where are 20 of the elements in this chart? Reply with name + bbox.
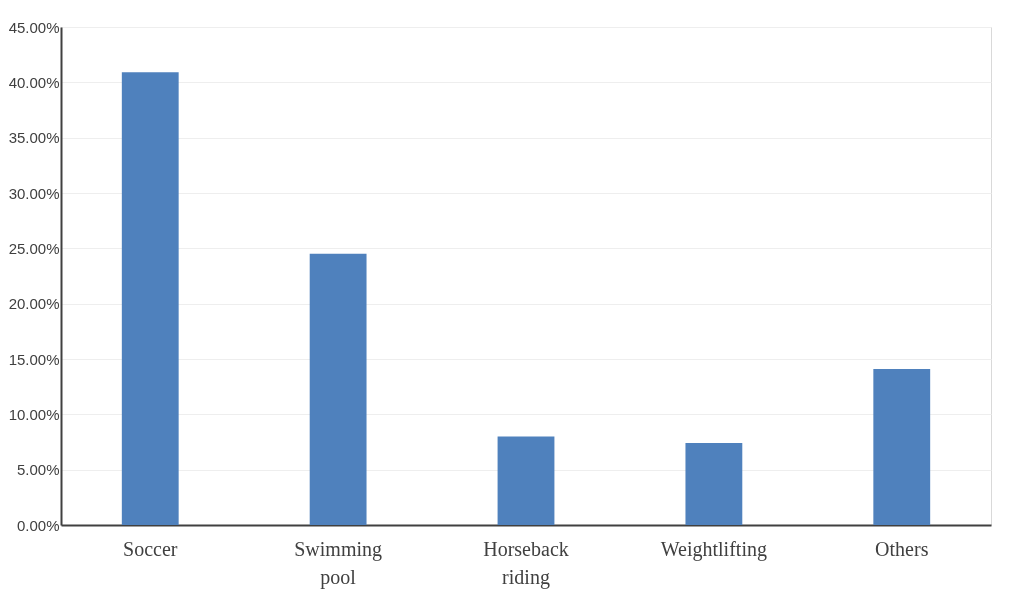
x-tick-label: Horseback riding bbox=[483, 537, 569, 589]
y-tick-label: 40.00% bbox=[8, 73, 60, 91]
bar bbox=[121, 72, 179, 525]
x-tick-label: Soccer bbox=[123, 537, 178, 560]
y-tick-label: 35.00% bbox=[8, 129, 60, 147]
y-tick-label: 10.00% bbox=[8, 405, 60, 423]
x-tick-label: Swimming pool bbox=[294, 537, 383, 589]
bar bbox=[309, 253, 367, 525]
y-tick-label: 5.00% bbox=[16, 461, 60, 479]
y-tick-label: 25.00% bbox=[8, 239, 60, 257]
bar bbox=[685, 443, 743, 525]
y-tick-label: 0.00% bbox=[16, 516, 60, 534]
y-tick-label: 45.00% bbox=[8, 18, 60, 36]
y-tick-label: 15.00% bbox=[8, 350, 60, 368]
bar bbox=[873, 368, 931, 525]
y-tick-label: 20.00% bbox=[8, 295, 60, 313]
x-tick-label: Others bbox=[875, 537, 929, 560]
y-tick-label: 30.00% bbox=[8, 184, 60, 202]
x-tick-label: Weightlifting bbox=[660, 537, 767, 561]
bar bbox=[497, 436, 555, 525]
